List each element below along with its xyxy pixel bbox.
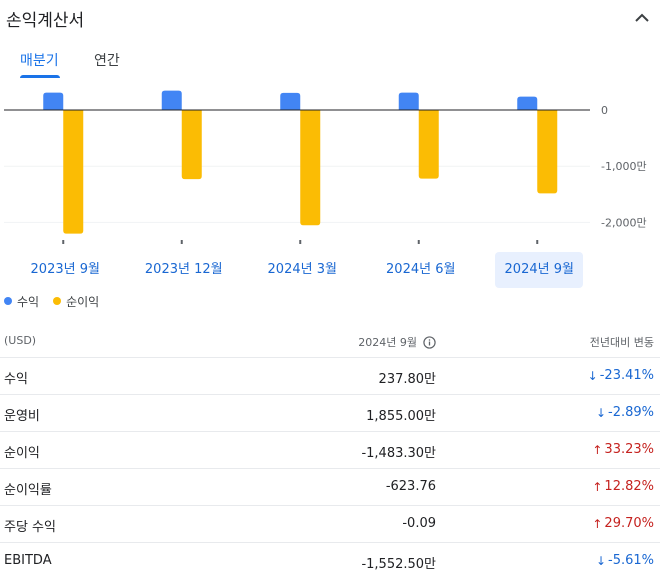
- row-value: 237.80만: [378, 372, 436, 387]
- revenue-bar: [517, 96, 538, 110]
- legend-net-income-label: 순이익: [66, 294, 100, 309]
- change-header: 전년대비 변동: [589, 336, 654, 349]
- period-header: 2024년 9월: [358, 334, 436, 350]
- row-change: ↑ 12.82%: [592, 479, 654, 494]
- net-income-bar: [418, 110, 439, 179]
- row-change: ↑ 33.23%: [592, 442, 654, 457]
- table-row: 주당 수익 -0.09 ↑ 29.70%: [0, 506, 660, 543]
- row-change: ↓ -2.89%: [596, 405, 654, 420]
- arrow-down-icon: ↓: [595, 405, 606, 420]
- income-table: (USD) 2024년 9월 전년대비 변동 수익 237.80만 ↓ -23.41%…: [0, 322, 660, 580]
- row-change-value: 33.23%: [604, 442, 654, 457]
- row-change-value: -2.89%: [608, 405, 654, 420]
- x-axis-label[interactable]: 2024년 6월: [386, 262, 456, 277]
- y-tick-label: -1,000만: [601, 160, 647, 173]
- row-value: -1,483.30만: [361, 446, 436, 461]
- row-value: 1,855.00만: [366, 409, 436, 424]
- income-chart: 0 -1,000만 -2,000만: [4, 90, 647, 244]
- legend-revenue: 수익: [4, 293, 39, 310]
- legend-revenue-label: 수익: [17, 294, 40, 309]
- arrow-up-icon: ↑: [592, 479, 603, 494]
- row-label: EBITDA: [4, 553, 52, 568]
- tab-annual[interactable]: 연간: [94, 53, 120, 69]
- row-change-value: 12.82%: [604, 479, 654, 494]
- revenue-bar: [161, 90, 182, 110]
- x-axis-label[interactable]: 2023년 9월: [30, 262, 100, 277]
- row-label: 수익: [4, 372, 28, 387]
- row-change: ↑ 29.70%: [592, 516, 654, 531]
- income-statement-header: 손익계산서: [0, 0, 660, 40]
- x-axis-label[interactable]: 2024년 3월: [267, 262, 337, 277]
- chart-legend: 수익 순이익: [4, 293, 113, 309]
- row-change: ↓ -5.61%: [596, 553, 654, 568]
- row-label: 운영비: [4, 409, 40, 424]
- period-header-label: 2024년 9월: [358, 336, 417, 349]
- legend-revenue-dot: [4, 297, 12, 305]
- table-row: EBITDA -1,552.50만 ↓ -5.61%: [0, 543, 660, 580]
- revenue-bar: [280, 92, 301, 110]
- net-income-bar: [63, 110, 84, 234]
- row-value: -0.09: [402, 516, 436, 531]
- row-change-value: -23.41%: [599, 368, 654, 383]
- currency-header: (USD): [4, 334, 37, 347]
- table-row: 운영비 1,855.00만 ↓ -2.89%: [0, 395, 660, 432]
- row-label: 주당 수익: [4, 520, 56, 535]
- legend-net-income-dot: [53, 297, 62, 305]
- table-row: 순이익 -1,483.30만 ↑ 33.23%: [0, 432, 660, 469]
- active-tab-indicator: [20, 75, 60, 78]
- revenue-bar: [43, 92, 64, 110]
- revenue-bar: [398, 92, 419, 110]
- arrow-up-icon: ↑: [592, 442, 603, 457]
- period-tabs: 매분기 연간: [0, 50, 300, 80]
- chevron-up-icon[interactable]: [632, 8, 652, 28]
- legend-net-income: 순이익: [53, 293, 99, 310]
- row-change-value: -5.61%: [608, 553, 654, 568]
- arrow-down-icon: ↓: [587, 368, 598, 383]
- x-axis-labels: 2023년 9월 2023년 12월 2024년 3월 2024년 6월 2024년 9…: [0, 252, 660, 288]
- table-row: 순이익률 -623.76 ↑ 12.82%: [0, 469, 660, 506]
- arrow-up-icon: ↑: [592, 516, 603, 531]
- row-label: 순이익률: [4, 483, 52, 498]
- row-value: -1,552.50만: [361, 557, 436, 572]
- row-change-value: 29.70%: [604, 516, 654, 531]
- net-income-bar: [537, 110, 558, 194]
- tab-quarterly[interactable]: 매분기: [20, 53, 59, 69]
- table-body: 수익 237.80만 ↓ -23.41% 운영비 1,855.00만 ↓ -2.89% 순이익 -…: [0, 358, 660, 580]
- y-tick-label: 0: [601, 104, 608, 117]
- info-icon[interactable]: [423, 335, 436, 349]
- row-label: 순이익: [4, 446, 40, 461]
- row-value: -623.76: [385, 479, 436, 494]
- section-title: 손익계산서: [6, 11, 85, 31]
- row-change: ↓ -23.41%: [588, 368, 654, 383]
- net-income-bar: [181, 110, 202, 180]
- arrow-down-icon: ↓: [595, 553, 606, 568]
- net-income-bar: [300, 110, 321, 226]
- x-axis-label[interactable]: 2024년 9월: [495, 252, 584, 288]
- y-tick-label: -2,000만: [601, 216, 647, 229]
- x-axis-label[interactable]: 2023년 12월: [144, 262, 223, 277]
- table-header: (USD) 2024년 9월 전년대비 변동: [0, 322, 660, 358]
- table-row: 수익 237.80만 ↓ -23.41%: [0, 358, 660, 395]
